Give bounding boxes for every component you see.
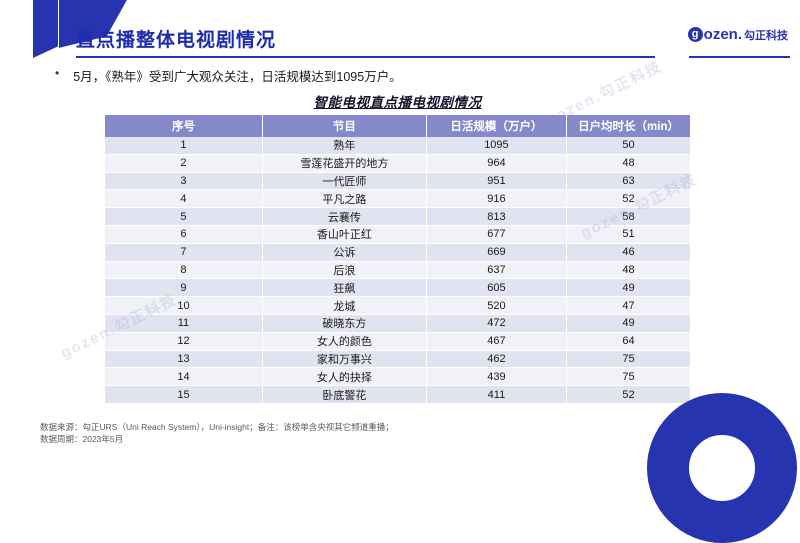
table-cell: 龙城 [263, 297, 427, 314]
page-number: 11 [717, 427, 728, 437]
table-cell: 8 [105, 261, 263, 279]
table-row: 1 熟年 1095 50 [105, 137, 690, 155]
summary-text: 5月，《熟年》受到广大观众关注，日活规模达到1095万户。 [73, 70, 402, 84]
table-cell: 964 [427, 154, 568, 172]
table-row: 8 后浪 637 48 [105, 261, 690, 280]
table-cell: 卧底警花 [263, 386, 427, 403]
table-cell: 13 [105, 350, 263, 368]
table-cell: 云襄传 [263, 208, 427, 225]
table-cell: 46 [622, 246, 635, 259]
table-cell: 破晓东方 [263, 314, 427, 332]
table-row: 9 狂飙 605 49 [105, 279, 690, 298]
table-cell: 10 [105, 297, 263, 314]
table-cell: 狂飙 [263, 279, 427, 297]
table-cell: 75 [622, 370, 635, 383]
table-cell: 女人的颜色 [263, 332, 427, 350]
table-cell: 7 [105, 243, 263, 261]
table-cell: 4 [105, 190, 263, 208]
drama-data-table: 序号 节目 日活规模（万户） 日户均时长（min） 1 熟年 1095 50 2 雪莲花盛开的地… [105, 115, 690, 404]
table-cell: 11 [105, 314, 263, 332]
table-cell: 女人的抉择 [263, 368, 427, 386]
table-cell: 58 [622, 210, 635, 223]
table-cell: 47 [622, 299, 635, 312]
table-cell: 52 [622, 388, 635, 401]
table-cell: 5 [105, 208, 263, 225]
corner-ribbon-bar [33, 0, 58, 58]
table-cell: 后浪 [263, 261, 427, 279]
logo-g-icon: g [687, 27, 703, 42]
logo-text-en: ozen. [703, 26, 742, 43]
table-cell: 9 [105, 279, 263, 297]
table-row: 13 家和万事兴 462 75 [105, 350, 690, 369]
table-cell: 公诉 [263, 243, 427, 261]
column-header: 日户均时长（min） [578, 121, 680, 133]
summary-bullet: • 5月，《熟年》受到广大观众关注，日活规模达到1095万户。 [55, 66, 402, 85]
table-cell: 2 [105, 154, 263, 172]
table-cell: 49 [622, 317, 635, 330]
table-cell: 家和万事兴 [263, 350, 427, 368]
table-cell: 813 [427, 208, 568, 225]
company-logo: g ozen. 勾正科技 [687, 26, 788, 43]
title-underline [76, 56, 655, 58]
table-row: 11 破晓东方 472 49 [105, 314, 690, 333]
table-row: 4 平凡之路 916 52 [105, 190, 690, 209]
table-row: 12 女人的颜色 467 64 [105, 332, 690, 351]
table-cell: 677 [427, 225, 568, 243]
table-cell: 14 [105, 368, 263, 386]
table-cell: 411 [427, 386, 568, 403]
table-title: 智能电视直点播电视剧情况 [313, 95, 482, 110]
table-cell: 916 [427, 190, 568, 208]
table-row: 10 龙城 520 47 [105, 297, 690, 315]
table-cell: 香山叶正红 [263, 225, 427, 243]
table-cell: 3 [105, 172, 263, 190]
table-cell: 15 [105, 386, 263, 403]
table-cell: 669 [427, 243, 568, 261]
table-cell: 6 [105, 225, 263, 243]
page-title: 直点播整体电视剧情况 [76, 30, 277, 51]
table-cell: 467 [427, 332, 568, 350]
table-cell: 48 [622, 263, 635, 276]
table-cell: 75 [622, 352, 635, 365]
footer-note: 数据来源：勾正URS（Uni Reach System），Uni-insight… [40, 421, 394, 445]
table-cell: 12 [105, 332, 263, 350]
table-row: 7 公诉 669 46 [105, 243, 690, 262]
table-row: 2 雪莲花盛开的地方 964 48 [105, 154, 690, 173]
corner-arch-decoration [647, 393, 797, 543]
table-cell: 951 [427, 172, 568, 190]
table-cell: 462 [427, 350, 568, 368]
bullet-dot: • [55, 66, 60, 80]
data-period-line: 数据周期：2023年5月 [40, 434, 124, 444]
data-source-line: 数据来源：勾正URS（Uni Reach System），Uni-insight… [40, 422, 394, 432]
table-cell: 605 [427, 279, 568, 297]
table-row: 6 香山叶正红 677 51 [105, 225, 690, 244]
table-cell: 52 [622, 192, 635, 205]
table-cell: 1095 [427, 137, 568, 154]
table-cell: 雪莲花盛开的地方 [263, 154, 427, 172]
column-header: 节目 [263, 115, 427, 137]
column-header: 日活规模（万户） [427, 115, 568, 137]
table-cell: 1 [105, 137, 263, 154]
table-header-row: 序号 节目 日活规模（万户） 日户均时长（min） [105, 115, 690, 137]
table-cell: 50 [622, 139, 635, 152]
table-cell: 熟年 [263, 137, 427, 154]
logo-text-cn: 勾正科技 [744, 29, 788, 42]
table-cell: 51 [622, 228, 635, 241]
table-cell: 64 [622, 335, 635, 348]
table-row: 3 一代匠师 951 63 [105, 172, 690, 191]
table-row: 14 女人的抉择 439 75 [105, 368, 690, 387]
table-body: 1 熟年 1095 50 2 雪莲花盛开的地方 964 48 3 一代匠师 951 63 4 平凡之路 91… [105, 137, 690, 404]
table-cell: 520 [427, 297, 568, 314]
table-cell: 472 [427, 314, 568, 332]
table-cell: 63 [622, 174, 635, 187]
column-header: 序号 [105, 115, 263, 137]
table-cell: 49 [622, 281, 635, 294]
table-cell: 平凡之路 [263, 190, 427, 208]
logo-underline [689, 56, 790, 58]
table-row: 15 卧底警花 411 52 [105, 386, 690, 404]
table-row: 5 云襄传 813 58 [105, 208, 690, 226]
table-cell: 一代匠师 [263, 172, 427, 190]
table-cell: 48 [622, 157, 635, 170]
table-cell: 637 [427, 261, 568, 279]
table-cell: 439 [427, 368, 568, 386]
